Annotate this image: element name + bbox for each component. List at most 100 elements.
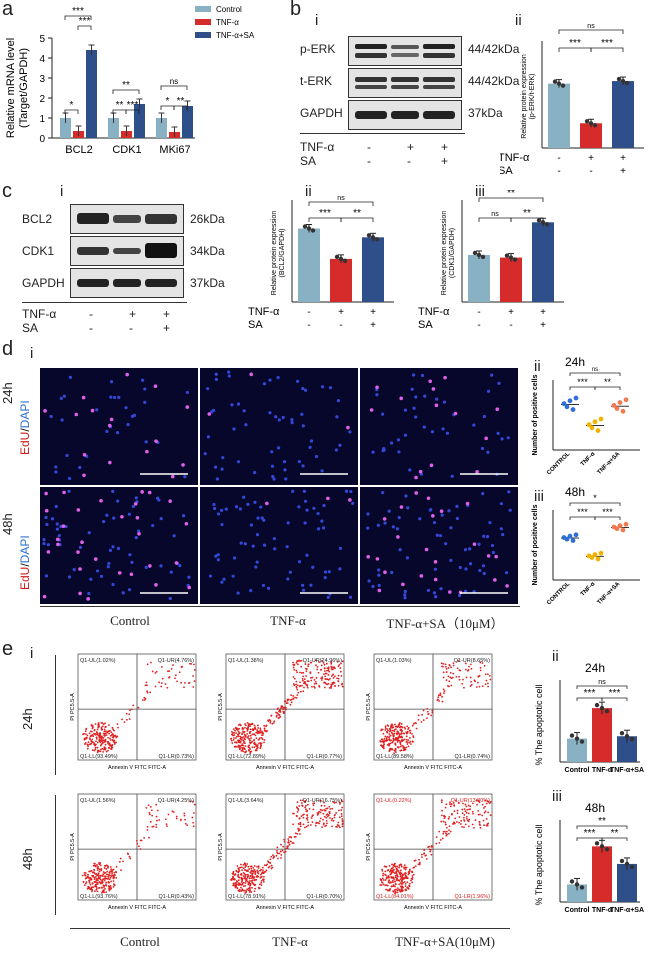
category-label: Control [565, 767, 590, 774]
sig-label: *** [319, 208, 331, 219]
quadrant-label: Q1-UL(3.64%) [228, 798, 264, 804]
data-point [592, 123, 598, 128]
bar [468, 254, 490, 302]
data-point [573, 395, 579, 401]
bar [500, 257, 522, 302]
data-point [594, 841, 600, 846]
data-point [614, 526, 620, 532]
data-point [592, 419, 598, 425]
d-stain-label: EdU/DAPI [18, 400, 32, 455]
bar [532, 222, 554, 302]
bar [156, 118, 167, 138]
sig-label: *** [602, 507, 613, 517]
data-point [508, 255, 514, 260]
data-point [310, 228, 316, 233]
bar [330, 258, 352, 302]
sig-label: ns [170, 77, 178, 86]
sig-label: ** [611, 828, 619, 839]
chart-title: 24h [585, 661, 605, 675]
legend-label: TNF-α+SA [216, 31, 255, 40]
category-label: CONTROL [546, 451, 571, 476]
data-point [472, 250, 478, 256]
panel-label-e-i: i [30, 645, 34, 662]
treat-sign: - [509, 320, 512, 331]
x-axis-label: Annexin V FITC FITC-A [404, 905, 462, 911]
treat-label: TNF-α [300, 140, 335, 154]
data-point [592, 552, 598, 557]
quadrant-label: Q1-UR(13.80%) [451, 798, 491, 804]
micrograph [40, 487, 198, 604]
y-axis-label: PI PC5.5-A [366, 693, 372, 721]
category-label: TNF-α+SA [597, 581, 622, 606]
y-axis-label: PI PC5.5-A [70, 833, 76, 861]
panel-label-d-i: i [30, 345, 34, 362]
data-point [624, 861, 630, 867]
data-point [567, 398, 573, 404]
quadrant-label: Q1-LR(0.74%) [455, 754, 491, 760]
chart-e-iii: 48h % The apoptotic cell Control TNF-αTNF-α… [534, 801, 644, 914]
y-axis-label: Relative protein expression [441, 211, 448, 296]
blot-c-band-name: BCL2 [22, 212, 53, 226]
treat-label: SA [500, 165, 513, 177]
quadrant-label: Q1-UR(4.25%) [158, 798, 195, 804]
panel-label-d-ii: ii [534, 358, 541, 375]
data-point [564, 536, 570, 542]
bar [617, 863, 637, 902]
blot-c-kda: 26kDa [190, 212, 225, 226]
x-axis-label: Annexin V FITC FITC-A [404, 765, 462, 771]
d-row-24h: 24h [0, 382, 15, 404]
flow-cytometry-plots: Q1-UL(1.02%) Q1-UR(4.76%) Q1-LL(93.49%) Q1-… [70, 653, 493, 911]
chart-title: 48h [565, 485, 585, 499]
bar [298, 228, 320, 302]
data-point [569, 733, 575, 738]
panel-label-b: b [290, 0, 302, 20]
data-point [614, 406, 620, 411]
panel-label-c-ii: ii [305, 183, 312, 200]
quadrant-label: Q1-LL(89.58%) [376, 754, 414, 760]
treat-sign: + [588, 153, 594, 164]
e-row-24h: 24h [20, 708, 35, 730]
data-point [629, 737, 635, 742]
bar [134, 104, 145, 138]
legend-swatch [195, 6, 211, 12]
y-axis-label: Number of positive cells [532, 374, 539, 455]
data-point [604, 847, 610, 852]
treat-label: TNF-α [418, 306, 450, 318]
treat-sign: - [307, 307, 310, 318]
treat-label: SA [418, 319, 433, 331]
data-point [338, 256, 344, 262]
treat-sign: - [89, 321, 93, 335]
quadrant-label: Q1-LR(0.73%) [159, 754, 195, 760]
treat-sign: + [338, 307, 344, 318]
y-axis-label: (Target/GAPDH) [18, 48, 30, 128]
chart-e-ii: 24h % The apoptotic cell Control TNF-αTNF-α… [534, 661, 644, 774]
blot-b-kda: 44/42kDa [468, 42, 520, 56]
data-point [599, 844, 605, 849]
panel-label-c: c [2, 180, 12, 202]
panel-label-a: a [2, 0, 14, 20]
y-axis-label: (BCL2/GAPDH) [279, 228, 286, 277]
legend-swatch [195, 32, 211, 38]
sig-label: ** [122, 80, 130, 91]
data-point [611, 402, 617, 408]
d-row-48h: 48h [0, 513, 15, 535]
data-point [619, 731, 625, 736]
data-point [306, 226, 312, 231]
category-label: TNF-α+SA [597, 451, 622, 476]
category-label: TNF-α [580, 581, 597, 598]
treat-sign: - [367, 140, 371, 154]
panel-label-e-iii: iii [552, 788, 562, 805]
quadrant-label: Q1-UL(1.38%) [228, 658, 264, 664]
blot-b-pERK [348, 36, 462, 66]
treat-sign: + [129, 307, 137, 321]
category-label: BCL2 [65, 144, 93, 155]
data-point [594, 702, 600, 708]
data-point [604, 708, 610, 714]
quadrant-label: Q1-LR(1.96%) [455, 894, 491, 900]
sig-label: *** [79, 16, 91, 27]
bar [567, 738, 587, 762]
sig-label: * [593, 493, 597, 503]
sig-label: ** [353, 208, 361, 219]
bar [548, 83, 570, 148]
quadrant-label: Q1-LL(93.49%) [80, 754, 118, 760]
